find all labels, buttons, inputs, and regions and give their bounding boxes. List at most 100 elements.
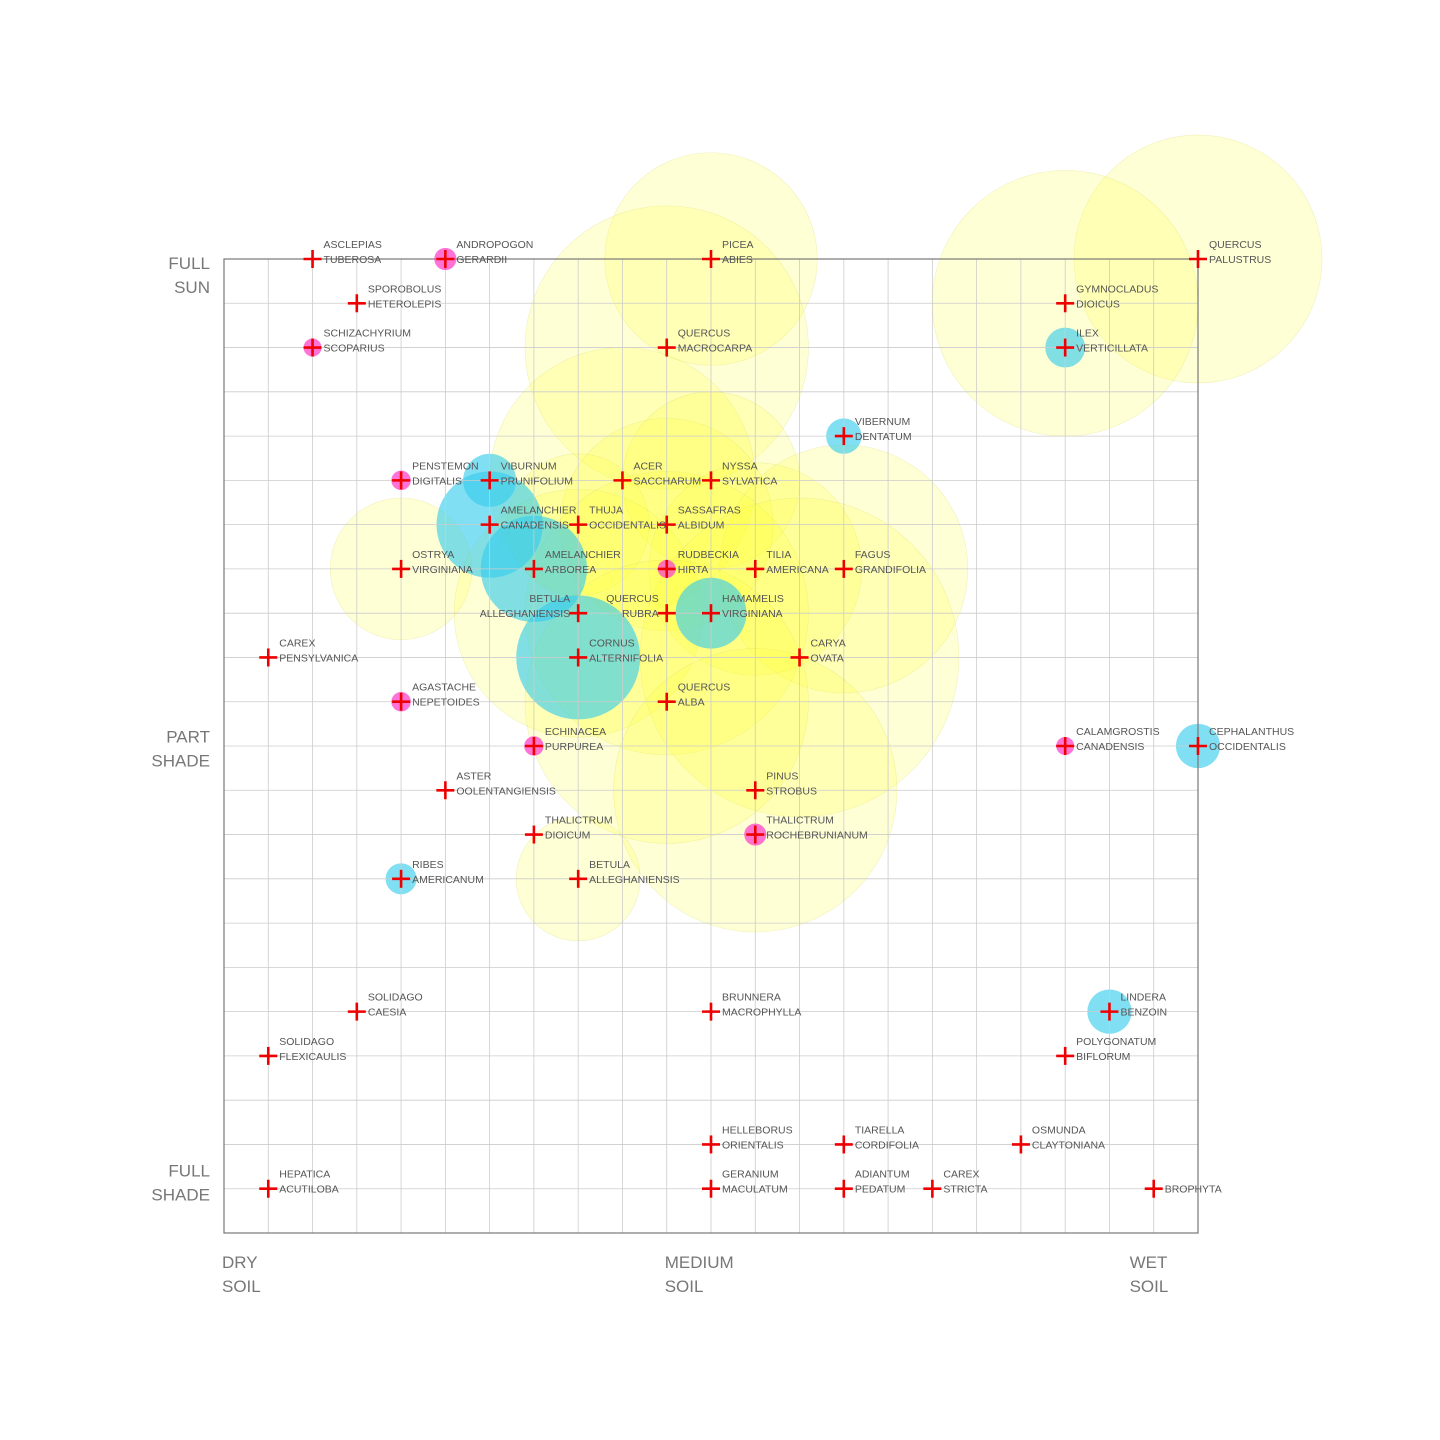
axis-label-line: SHADE <box>151 752 210 771</box>
label-line: VIBURNUM <box>501 460 557 472</box>
hepatica-acutiloba-marker <box>259 1179 278 1198</box>
agastache-nepetoides-label: AGASTACHE NEPETOIDES <box>412 682 480 709</box>
quercus-macrocarpa-marker <box>657 338 676 357</box>
asclepias-tuberosa-marker <box>303 250 322 268</box>
label-line: DENTATUM <box>855 431 912 443</box>
label-line: SCOPARIUS <box>324 343 385 355</box>
polygonatum-biflorum-marker <box>1056 1046 1075 1065</box>
label-line: CANADENSIS <box>501 520 569 532</box>
x-axis-label: MEDIUM SOIL <box>665 1253 734 1296</box>
ostrya-virginiana-label: OSTRYA VIRGINIANA <box>412 549 473 576</box>
quercus-alba-label: QUERCUS ALBA <box>678 682 731 709</box>
osmunda-claytoniana-label: OSMUNDA CLAYTONIANA <box>1032 1124 1105 1151</box>
carya-ovata-label: CARYA OVATA <box>811 637 846 664</box>
schizachyrium-scoparius-marker <box>303 338 322 357</box>
helleborus-orientalis-label: HELLEBORUS ORIENTALIS <box>722 1124 793 1151</box>
label-line: CARYA <box>811 637 846 649</box>
ilex-verticillata-label: ILEX VERTICILLATA <box>1076 328 1148 355</box>
label-line: GYMNOCLADUS <box>1076 283 1158 295</box>
vibernum-dentatum-marker <box>834 427 853 446</box>
agastache-nepetoides-marker <box>392 692 411 711</box>
betula-alleghaniensis-label: BETULA ALLEGHANIENSIS <box>480 593 570 620</box>
label-line: CAREX <box>279 637 315 649</box>
label-line: SACCHARUM <box>633 475 701 487</box>
gymnocladus-dioicus-label: GYMNOCLADUS DIOICUS <box>1076 283 1158 310</box>
label-line: PENSYLVANICA <box>279 652 358 664</box>
label-line: SCHIZACHYRIUM <box>324 328 412 340</box>
cornus-alternifolia-marker <box>569 648 588 667</box>
label-line: GERANIUM <box>722 1169 779 1181</box>
tilia-americana-label: TILIA AMERICANA <box>766 549 828 576</box>
label-line: DIGITALIS <box>412 475 462 487</box>
label-line: CALAMGROSTIS <box>1076 726 1159 738</box>
y-axis-label: FULL SUN <box>168 254 210 297</box>
label-line: DIOICUM <box>545 830 591 842</box>
andropogon-gerardii-marker <box>436 250 455 268</box>
label-line: ANDROPOGON <box>456 239 533 251</box>
label-line: CORNUS <box>589 637 635 649</box>
brunnera-macrophylla-label: BRUNNERA MACROPHYLLA <box>722 992 801 1019</box>
label-line: OOLENTANGIENSIS <box>456 785 556 797</box>
label-line: ADIANTUM <box>855 1169 910 1181</box>
ribes-americanum-label: RIBES AMERICANUM <box>412 859 484 886</box>
betula-alleghaniensis-marker <box>569 604 588 623</box>
label-line: OSMUNDA <box>1032 1124 1086 1136</box>
quercus-rubra-label: QUERCUS RUBRA <box>606 593 659 620</box>
label-line: HAMAMELIS <box>722 593 784 605</box>
label-line: SOLIDAGO <box>279 1036 334 1048</box>
calamgrostis-canadensis-marker <box>1056 737 1075 755</box>
tilia-americana-marker <box>746 559 765 578</box>
echinacea-purpurea-label: ECHINACEA PURPUREA <box>545 726 606 753</box>
label-line: OCCIDENTALIS <box>589 520 666 532</box>
aster-oolentangiensis-marker <box>436 781 455 800</box>
marker-layer <box>259 250 1207 1198</box>
solidago-caesia-label: SOLIDAGO CAESIA <box>368 992 423 1019</box>
label-line: RUBRA <box>622 608 659 620</box>
label-line: PURPUREA <box>545 741 603 753</box>
amelanchier-canadensis-label: AMELANCHIER CANADENSIS <box>501 505 577 532</box>
cornus-alternifolia-label: CORNUS ALTERNIFOLIA <box>589 637 663 664</box>
acer-saccharum-marker <box>613 471 632 490</box>
label-line: VIBERNUM <box>855 416 910 428</box>
ribes-americanum-marker <box>392 869 411 888</box>
y-axis-label: FULL SHADE <box>151 1162 210 1205</box>
x-axis-label: WET SOIL <box>1130 1253 1169 1296</box>
label-line: CAESIA <box>368 1007 407 1019</box>
axis-label-line: SOIL <box>1130 1277 1169 1296</box>
ilex-verticillata-marker <box>1056 338 1075 357</box>
fagus-grandifolia-marker <box>834 559 853 578</box>
label-line: SPOROBOLUS <box>368 283 442 295</box>
label-line: HELLEBORUS <box>722 1124 793 1136</box>
quercus-macrocarpa-label: QUERCUS MACROCARPA <box>678 328 752 355</box>
y-axis-label: PART SHADE <box>151 728 210 771</box>
hamamelis-virginiana-marker <box>702 604 720 623</box>
label-line: CAREX <box>943 1169 979 1181</box>
label-line: MACROCARPA <box>678 343 752 355</box>
sassafras-albidum-marker <box>657 515 676 534</box>
label-line: QUERCUS <box>678 328 731 340</box>
thuja-occidentalis-label: THUJA OCCIDENTALIS <box>589 505 666 532</box>
label-layer: ASCLEPIAS TUBEROSA ANDROPOGON GERARDII PICEA… <box>279 239 1294 1196</box>
tiarella-cordifolia-label: TIARELLA CORDIFOLIA <box>855 1124 919 1151</box>
axis-label-line: WET <box>1130 1253 1168 1272</box>
label-line: PALUSTRUS <box>1209 254 1271 266</box>
thalictrum-dioicum-label: THALICTRUM DIOICUM <box>545 815 613 842</box>
calamgrostis-canadensis-label: CALAMGROSTIS CANADENSIS <box>1076 726 1159 753</box>
label-line: SYLVATICA <box>722 475 777 487</box>
penstemon-digitalis-marker <box>392 471 411 490</box>
rudbeckia-hirta-label: RUDBECKIA HIRTA <box>678 549 739 576</box>
quercus-palustrus-marker <box>1189 250 1207 268</box>
carex-pensylvanica-label: CAREX PENSYLVANICA <box>279 637 358 664</box>
label-line: ALTERNIFOLIA <box>589 652 663 664</box>
geranium-maculatum-marker <box>702 1179 720 1198</box>
label-line: ASCLEPIAS <box>324 239 382 251</box>
betula-alleghaniensis-marker <box>569 869 588 888</box>
label-line: THALICTRUM <box>545 815 613 827</box>
label-line: CORDIFOLIA <box>855 1139 919 1151</box>
label-line: STROBUS <box>766 785 817 797</box>
label-line: BETULA <box>589 859 630 871</box>
cephalanthus-occidentalis-marker <box>1189 737 1207 755</box>
label-line: CANADENSIS <box>1076 741 1144 753</box>
label-line: PENSTEMON <box>412 460 479 472</box>
amelanchier-canadensis-marker <box>480 515 499 534</box>
